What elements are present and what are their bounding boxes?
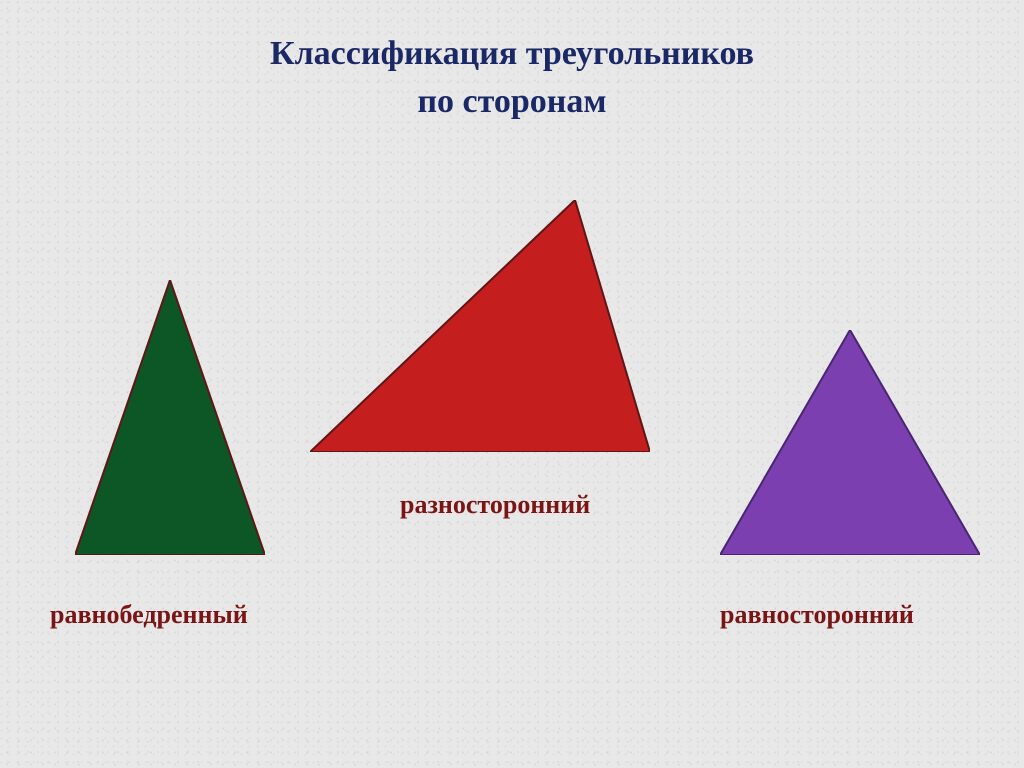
scalene-polygon xyxy=(310,200,650,452)
scalene-triangle-container xyxy=(310,200,650,452)
scalene-label: разносторонний xyxy=(400,490,590,520)
title-line-2: по сторонам xyxy=(0,78,1024,126)
isosceles-triangle-container xyxy=(75,280,265,555)
page-title: Классификация треугольников по сторонам xyxy=(0,0,1024,125)
equilateral-triangle xyxy=(720,330,980,555)
isosceles-label: равнобедренный xyxy=(50,600,248,630)
scalene-triangle xyxy=(310,200,650,452)
title-line-1: Классификация треугольников xyxy=(0,30,1024,78)
equilateral-polygon xyxy=(720,330,980,555)
equilateral-label: равносторонний xyxy=(720,600,914,630)
equilateral-triangle-container xyxy=(720,330,980,555)
isosceles-triangle xyxy=(75,280,265,555)
isosceles-polygon xyxy=(75,280,265,555)
